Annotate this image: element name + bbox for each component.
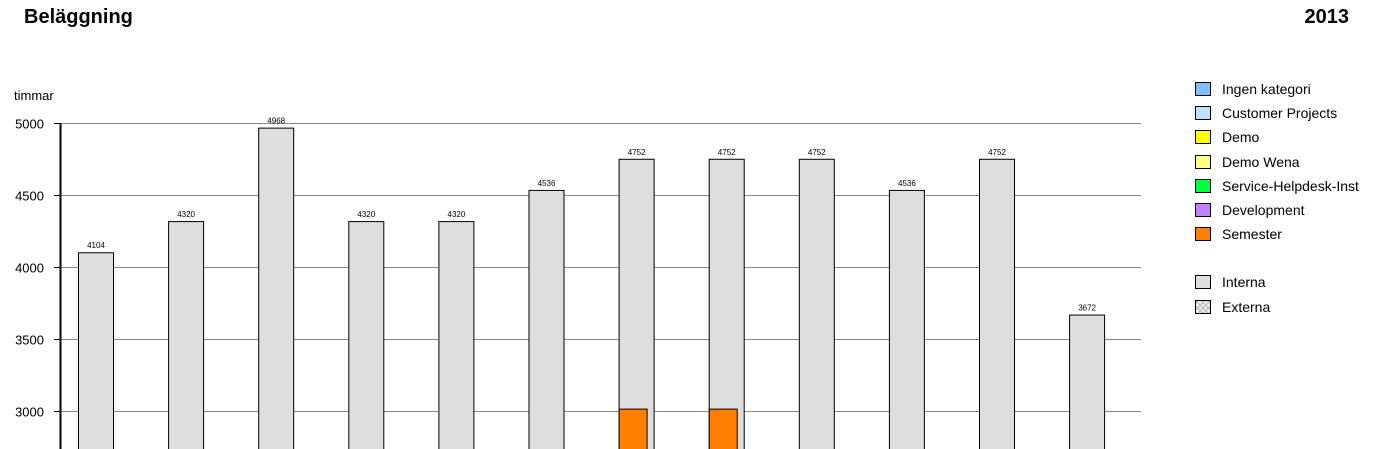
bar-interna (618, 158, 655, 449)
legend-item: Demo Wena (1195, 150, 1359, 174)
bar-interna (438, 221, 475, 449)
legend-label: Externa (1222, 298, 1271, 315)
legend-categories: Ingen kategori Customer Projects Demo Demo … (1195, 77, 1359, 246)
legend-item: Development (1195, 198, 1359, 222)
legend-item: Semester (1195, 222, 1359, 246)
data-label: 4968 (267, 117, 285, 126)
data-label: 4320 (357, 210, 375, 219)
legend-label: Semester (1222, 226, 1282, 243)
legend-label: Service-Helpdesk-Inst (1222, 177, 1359, 194)
chart-title: Beläggning (24, 6, 133, 28)
bar-interna (348, 221, 385, 449)
legend-swatch (1195, 227, 1211, 242)
legend-item: Interna (1195, 270, 1359, 294)
bar-interna (888, 189, 925, 449)
y-tick-label: 3500 (15, 333, 44, 348)
bar-interna (708, 158, 745, 449)
data-label: 4536 (898, 179, 916, 188)
data-label: 4752 (718, 148, 736, 157)
legend-item: Demo (1195, 125, 1359, 149)
legend-types: Interna Externa (1195, 270, 1359, 318)
legend-swatch (1195, 299, 1211, 314)
bar-chart: timmar 3000 3500 4000 4500 5000 4104 4320 4968 43… (14, 88, 1141, 449)
legend-swatch (1195, 178, 1211, 193)
data-label: 4752 (808, 148, 826, 157)
y-tick-label: 4500 (15, 189, 44, 204)
data-label: 4104 (87, 241, 105, 250)
legend-swatch (1195, 203, 1211, 218)
data-label: 3672 (1078, 304, 1096, 313)
legend-label: Demo (1222, 129, 1260, 146)
legend: Ingen kategori Customer Projects Demo Demo … (1195, 77, 1359, 319)
legend-item: Ingen kategori (1195, 77, 1359, 101)
y-tick-label: 3000 (15, 405, 44, 420)
legend-swatch (1195, 130, 1211, 145)
bar-interna (78, 252, 114, 449)
legend-swatch (1195, 106, 1211, 121)
chart-year: 2013 (1304, 6, 1350, 28)
legend-swatch (1195, 82, 1211, 97)
legend-item: Service-Helpdesk-Inst (1195, 174, 1359, 198)
bar-interna (979, 158, 1015, 449)
legend-label: Customer Projects (1222, 105, 1338, 122)
data-label: 4752 (988, 148, 1006, 157)
legend-label: Demo Wena (1222, 153, 1300, 170)
data-label: 4536 (538, 179, 556, 188)
y-tick-label: 4000 (15, 261, 44, 276)
legend-item: Externa (1195, 295, 1359, 319)
legend-label: Development (1222, 202, 1305, 219)
legend-swatch (1195, 154, 1211, 169)
bar-interna (798, 158, 835, 449)
y-axis-label: timmar (14, 88, 54, 103)
bar-semester (708, 408, 738, 449)
legend-item: Customer Projects (1195, 101, 1359, 125)
legend-label: Interna (1222, 274, 1266, 291)
data-label: 4752 (628, 148, 646, 157)
bar-interna (528, 189, 565, 449)
bar-interna (1069, 314, 1106, 449)
bar-interna (168, 221, 205, 449)
data-label: 4320 (177, 210, 195, 219)
y-tick-label: 5000 (15, 117, 44, 132)
bar-semester (618, 408, 648, 449)
data-label: 4320 (448, 210, 466, 219)
legend-label: Ingen kategori (1222, 81, 1311, 98)
legend-swatch (1195, 275, 1211, 290)
bar-interna (258, 127, 295, 449)
